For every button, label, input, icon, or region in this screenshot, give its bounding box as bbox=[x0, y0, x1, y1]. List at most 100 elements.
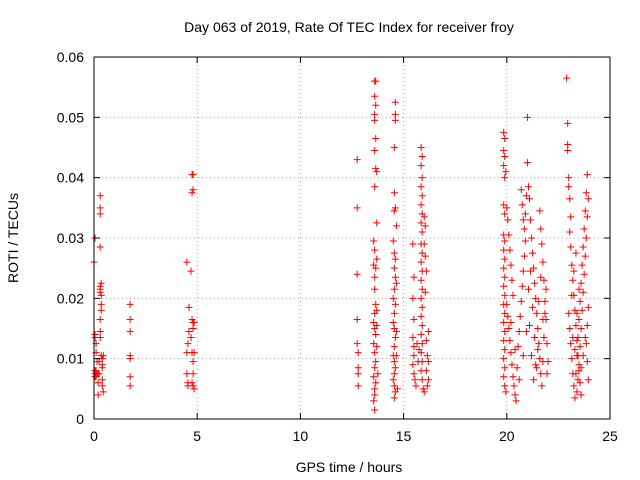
data-point bbox=[576, 286, 583, 293]
data-point bbox=[532, 361, 539, 368]
data-point bbox=[371, 93, 378, 100]
data-point bbox=[509, 292, 516, 299]
data-point bbox=[391, 370, 398, 377]
data-point bbox=[502, 168, 509, 175]
data-point bbox=[536, 355, 543, 362]
data-point bbox=[504, 216, 511, 223]
data-point bbox=[501, 174, 508, 181]
data-point bbox=[501, 310, 508, 317]
data-point bbox=[500, 162, 507, 169]
data-point bbox=[567, 340, 574, 347]
data-points bbox=[91, 75, 592, 414]
data-point bbox=[391, 310, 398, 317]
data-point bbox=[425, 376, 432, 383]
data-point bbox=[533, 364, 540, 371]
data-point bbox=[411, 376, 418, 383]
data-point bbox=[508, 277, 515, 284]
data-point bbox=[583, 235, 590, 242]
data-point bbox=[511, 382, 518, 389]
x-axis-title: GPS time / hours bbox=[296, 459, 403, 475]
data-point bbox=[582, 207, 589, 214]
data-point bbox=[500, 147, 507, 154]
data-point bbox=[190, 186, 197, 193]
data-point bbox=[97, 328, 104, 335]
data-point bbox=[392, 204, 399, 211]
data-point bbox=[190, 358, 197, 365]
data-point bbox=[584, 213, 591, 220]
data-point bbox=[540, 277, 547, 284]
data-point bbox=[373, 256, 380, 263]
data-point bbox=[514, 364, 521, 371]
data-point bbox=[370, 373, 377, 380]
data-point bbox=[391, 382, 398, 389]
data-point bbox=[98, 280, 105, 287]
data-point bbox=[529, 304, 536, 311]
data-point bbox=[500, 129, 507, 136]
data-point bbox=[354, 204, 361, 211]
data-point bbox=[97, 192, 104, 199]
data-point bbox=[526, 322, 533, 329]
data-point bbox=[188, 268, 195, 275]
data-point bbox=[501, 135, 508, 142]
data-point bbox=[418, 277, 425, 284]
data-point bbox=[572, 250, 579, 257]
data-point bbox=[501, 382, 508, 389]
data-point bbox=[541, 310, 548, 317]
data-point bbox=[500, 319, 507, 326]
data-point bbox=[564, 147, 571, 154]
data-point bbox=[580, 244, 587, 251]
data-point bbox=[566, 325, 573, 332]
data-point bbox=[520, 352, 527, 359]
data-point bbox=[127, 373, 134, 380]
data-point bbox=[392, 334, 399, 341]
data-point bbox=[582, 334, 589, 341]
data-point bbox=[391, 343, 398, 350]
data-point bbox=[391, 250, 398, 257]
data-point bbox=[390, 295, 397, 302]
data-point bbox=[540, 334, 547, 341]
data-point bbox=[509, 373, 516, 380]
data-point bbox=[371, 274, 378, 281]
roti-scatter-chart: 0 5 10 15 20 2500.010.020.030.040.050.06 Day … bbox=[0, 0, 640, 480]
data-point bbox=[372, 301, 379, 308]
data-point bbox=[532, 295, 539, 302]
data-point bbox=[572, 322, 579, 329]
data-point bbox=[512, 391, 519, 398]
data-point bbox=[391, 144, 398, 151]
data-point bbox=[500, 247, 507, 254]
data-point bbox=[571, 346, 578, 353]
data-point bbox=[372, 78, 379, 85]
data-point bbox=[565, 183, 572, 190]
x-tick-label: 0 bbox=[90, 428, 98, 444]
data-point bbox=[528, 352, 535, 359]
data-point bbox=[525, 183, 532, 190]
data-point bbox=[418, 295, 425, 302]
data-point bbox=[565, 174, 572, 181]
data-point bbox=[391, 207, 398, 214]
data-point bbox=[390, 238, 397, 245]
data-point bbox=[190, 370, 197, 377]
data-point bbox=[95, 379, 102, 386]
data-point bbox=[354, 156, 361, 163]
data-point bbox=[573, 337, 580, 344]
data-point bbox=[518, 186, 525, 193]
data-point bbox=[371, 147, 378, 154]
data-point bbox=[534, 325, 541, 332]
data-point bbox=[372, 102, 379, 109]
data-point bbox=[392, 99, 399, 106]
data-point bbox=[538, 382, 545, 389]
data-point bbox=[372, 358, 379, 365]
data-point bbox=[503, 301, 510, 308]
data-point bbox=[577, 343, 584, 350]
data-point bbox=[189, 379, 196, 386]
data-point bbox=[390, 319, 397, 326]
data-point bbox=[537, 274, 544, 281]
data-point bbox=[567, 244, 574, 251]
data-point bbox=[373, 343, 380, 350]
data-point bbox=[419, 376, 426, 383]
data-point bbox=[501, 153, 508, 160]
data-point bbox=[579, 307, 586, 314]
y-tick-label: 0.06 bbox=[57, 49, 84, 65]
data-point bbox=[573, 352, 580, 359]
data-point bbox=[97, 204, 104, 211]
